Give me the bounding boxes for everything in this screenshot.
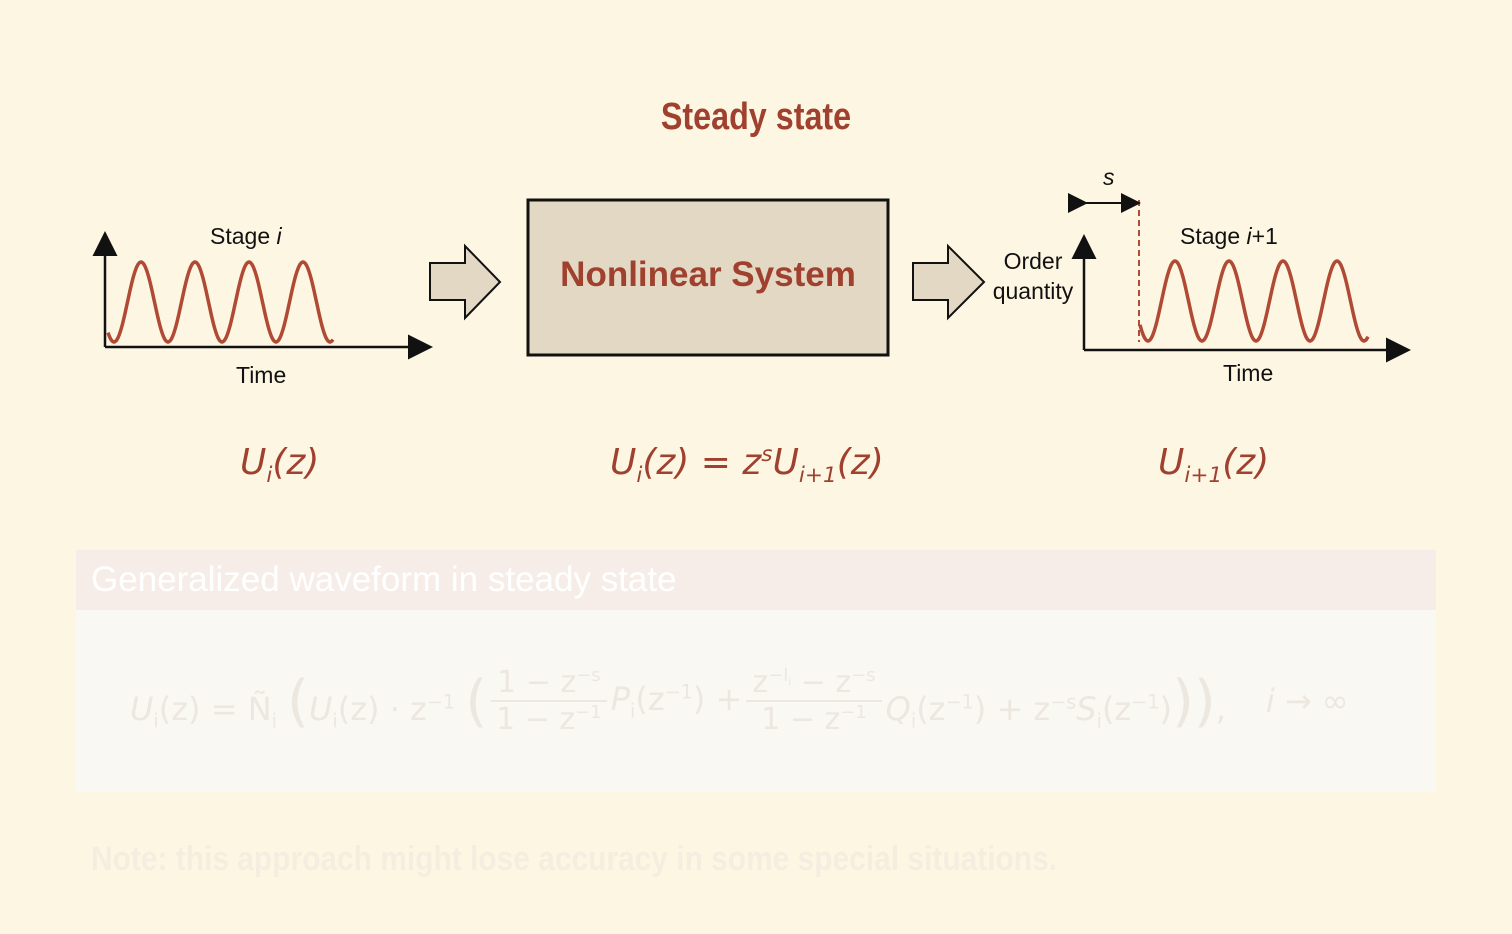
text: (z) = z [642,442,762,483]
text: −1 [1131,689,1160,713]
text: z [752,665,769,700]
text: −s [1050,689,1077,713]
text: Order [1003,248,1063,274]
text: U [309,689,333,728]
text: −1 [575,702,602,723]
y-axis-label: Order quantity [988,246,1078,306]
shift-label: s [1103,164,1115,190]
system-label: Nonlinear System [560,255,856,294]
text: −1 [840,702,867,723]
text: Stage [210,223,277,249]
text: (z) [836,442,884,483]
text: −1 [426,689,456,713]
panel-header: Generalized waveform in steady state [76,550,1436,610]
text: 1 − z [496,702,576,737]
text: Q [885,689,911,728]
waveform [1138,259,1370,343]
text: i [332,708,338,732]
text: (z) [1222,442,1270,483]
stage-label: Stage i [210,223,282,250]
text: i [636,463,643,489]
text: i [910,708,917,732]
text: −1 [664,680,693,704]
text: ) + [692,679,743,718]
waveform [106,260,335,344]
text: i [271,708,277,732]
text: i [629,699,636,723]
text: −1 [945,689,974,713]
text: i+1 [1184,463,1223,489]
text: i → ∞ [1265,682,1349,720]
text: )) [1172,668,1216,734]
slide-title: Steady state [660,96,852,138]
text: −s [576,665,601,686]
text: , [1215,689,1226,728]
axis-label: Time [236,362,287,388]
formula: Ui+1(z) [1158,442,1269,488]
big-formula: Ui(z) = Ñi (Ui(z) · z−1 ( 1 − z−s 1 − z−1… [130,665,1349,737]
text: i [276,223,282,249]
text: quantity [992,278,1074,304]
system-box [526,198,890,357]
text: ( [465,668,488,734]
arrow [912,243,986,321]
text: −l [768,665,789,686]
text: (z) [272,442,320,483]
text: −s [851,665,876,686]
text: (z) = Ñ [158,689,272,728]
text: ( [287,668,309,734]
panel-heading: Generalized waveform in steady state [91,560,677,599]
text: (z [916,689,946,728]
text: i [266,463,273,489]
text: U [130,689,154,728]
formula: Ui(z) [240,442,319,488]
text: U [772,442,799,483]
text: U [1158,442,1185,483]
formula: Ui(z) = zsUi+1(z) [610,442,884,488]
text: i [1246,223,1252,249]
text: i+1 [798,463,837,489]
stage-label: Stage i+1 [1180,223,1278,250]
text: ) + z [973,689,1051,728]
text: U [240,442,267,483]
text: 1 − z [497,665,577,700]
text: i [1096,708,1102,732]
text: 1 − z [761,702,841,737]
text: i [153,708,159,732]
text: (z [1101,689,1132,728]
text: Stage [1180,223,1247,249]
text: P [610,679,630,718]
text: S [1076,689,1097,728]
text: s [761,442,773,467]
text: ) [1159,689,1172,728]
text: U [610,442,637,483]
axis-label: Time [1223,360,1274,386]
text: i [788,675,792,689]
note: Note: this approach might lose accuracy … [91,840,1058,878]
text: (z) · z [337,689,427,728]
arrow [429,243,502,321]
text: +1 [1251,223,1278,249]
text: (z [635,679,665,718]
text: − z [791,665,852,700]
